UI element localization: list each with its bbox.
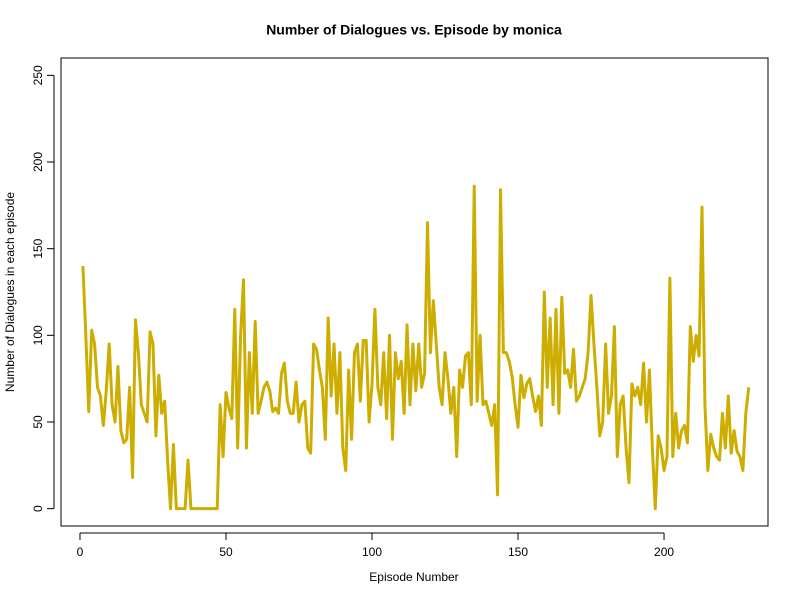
y-axis-label: Number of Dialogues in each episode	[3, 192, 17, 392]
data-line	[81, 184, 751, 511]
y-tick-label: 150	[31, 238, 45, 258]
x-tick-label: 0	[77, 545, 84, 559]
y-tick-label: 50	[31, 415, 45, 429]
y-tick-label: 0	[31, 505, 45, 512]
plot-frame	[60, 57, 769, 527]
x-tick-label: 50	[219, 545, 233, 559]
x-tick-label: 200	[654, 545, 674, 559]
chart-title: Number of Dialogues vs. Episode by monic…	[266, 22, 562, 38]
y-tick-label: 250	[31, 65, 45, 85]
x-tick-label: 100	[362, 545, 382, 559]
y-tick-label: 100	[31, 325, 45, 345]
y-tick-label: 200	[31, 152, 45, 172]
x-axis-label: Episode Number	[369, 570, 458, 584]
x-tick-label: 150	[508, 545, 528, 559]
